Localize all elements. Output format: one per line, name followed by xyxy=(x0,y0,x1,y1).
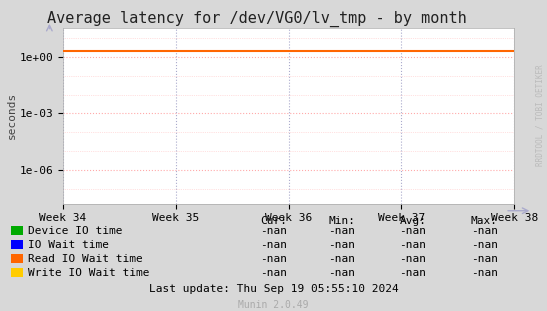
Text: -nan: -nan xyxy=(399,240,427,250)
Text: -nan: -nan xyxy=(260,254,287,264)
Text: Max:: Max: xyxy=(470,216,498,226)
Text: -nan: -nan xyxy=(260,226,287,236)
Text: Device IO time: Device IO time xyxy=(28,226,123,236)
Text: Avg:: Avg: xyxy=(399,216,427,226)
Text: Cur:: Cur: xyxy=(260,216,287,226)
Text: -nan: -nan xyxy=(260,240,287,250)
Text: -nan: -nan xyxy=(399,268,427,278)
Text: Write IO Wait time: Write IO Wait time xyxy=(28,268,150,278)
Text: -nan: -nan xyxy=(399,226,427,236)
Text: Last update: Thu Sep 19 05:55:10 2024: Last update: Thu Sep 19 05:55:10 2024 xyxy=(149,284,398,294)
Y-axis label: seconds: seconds xyxy=(7,92,16,139)
Text: Min:: Min: xyxy=(328,216,356,226)
Text: -nan: -nan xyxy=(470,254,498,264)
Text: -nan: -nan xyxy=(470,268,498,278)
Text: Average latency for /dev/VG0/lv_tmp - by month: Average latency for /dev/VG0/lv_tmp - by… xyxy=(47,11,467,27)
Text: -nan: -nan xyxy=(328,254,356,264)
Text: -nan: -nan xyxy=(470,240,498,250)
Text: IO Wait time: IO Wait time xyxy=(28,240,109,250)
Text: -nan: -nan xyxy=(470,226,498,236)
Text: -nan: -nan xyxy=(328,240,356,250)
Text: Read IO Wait time: Read IO Wait time xyxy=(28,254,143,264)
Text: RRDTOOL / TOBI OETIKER: RRDTOOL / TOBI OETIKER xyxy=(536,64,544,166)
Text: Munin 2.0.49: Munin 2.0.49 xyxy=(238,300,309,310)
Text: -nan: -nan xyxy=(328,268,356,278)
Text: -nan: -nan xyxy=(399,254,427,264)
Text: -nan: -nan xyxy=(260,268,287,278)
Text: -nan: -nan xyxy=(328,226,356,236)
